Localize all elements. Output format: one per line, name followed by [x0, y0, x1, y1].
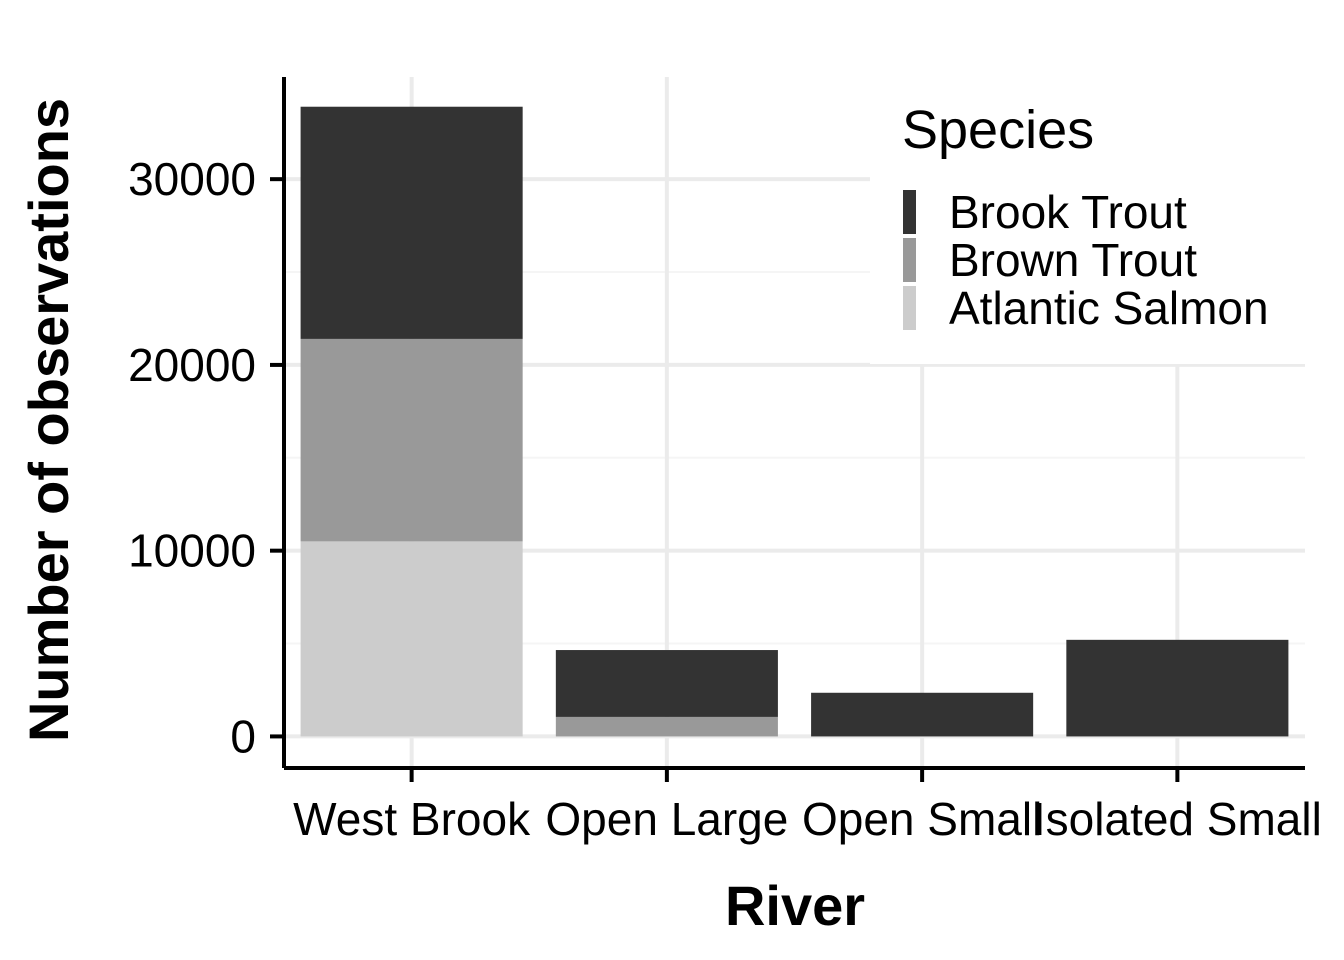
bar-open-small-brook-trout — [811, 692, 1034, 737]
legend-label: Brown Trout — [949, 234, 1197, 286]
x-axis-title: River — [725, 874, 865, 937]
x-tick-label: Open Small — [802, 793, 1042, 845]
bar-isolated-small-brook-trout — [1066, 639, 1289, 737]
legend-label: Brook Trout — [949, 186, 1187, 238]
legend-label: Atlantic Salmon — [949, 282, 1269, 334]
y-tick-label: 0 — [230, 710, 256, 762]
y-tick-label: 30000 — [128, 153, 256, 205]
y-tick-label: 10000 — [128, 525, 256, 577]
legend-title: Species — [902, 100, 1094, 160]
axes: 0 10000 20000 30000 West Brook Open Large Open… — [128, 77, 1322, 845]
x-tick-label: Isolated Small — [1033, 793, 1322, 845]
bars — [300, 106, 1289, 737]
legend-key-atlantic-salmon — [903, 286, 916, 330]
x-tick-label: Open Large — [545, 793, 788, 845]
legend-key-brown-trout — [903, 238, 916, 282]
bar-open-large-brown-trout — [555, 716, 778, 737]
y-tick-label: 20000 — [128, 339, 256, 391]
y-axis-title: Number of observations — [17, 98, 80, 742]
x-tick-label: West Brook — [293, 793, 531, 845]
bar-open-large-brook-trout — [555, 650, 778, 717]
bar-west-brook-brown-trout — [300, 338, 523, 542]
bar-west-brook-atlantic-salmon — [300, 541, 523, 737]
bar-west-brook-brook-trout — [300, 106, 523, 339]
legend-key-brook-trout — [903, 190, 916, 234]
legend-background — [870, 72, 1344, 364]
